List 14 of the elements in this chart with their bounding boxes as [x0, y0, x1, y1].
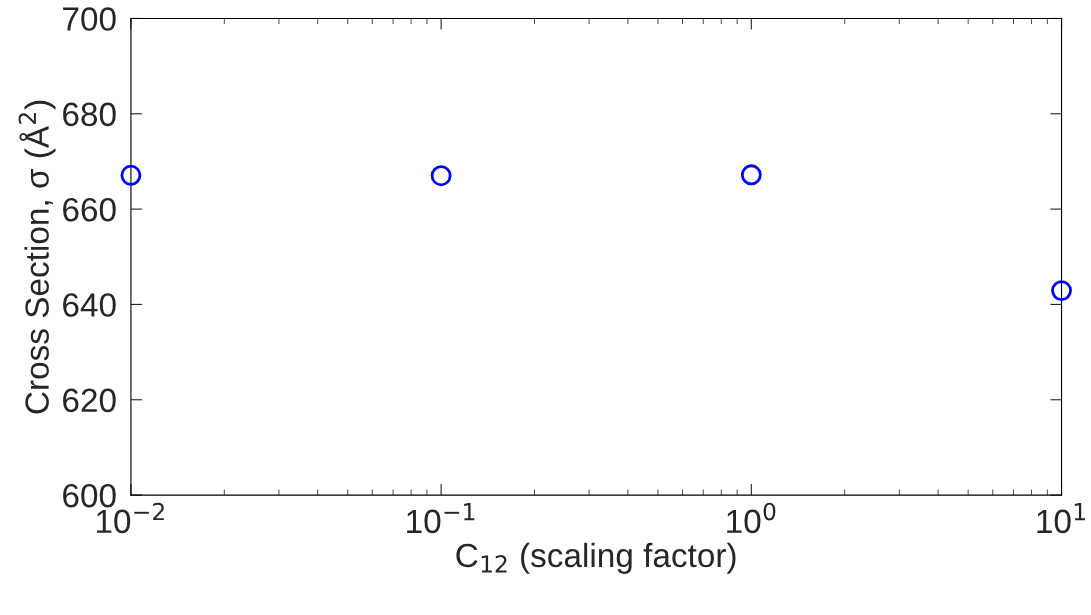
x-tick-label: 10$^{0}$	[727, 502, 776, 534]
x-tick-label: 10$^{1}$	[1037, 503, 1085, 534]
x-tick-label: 10$^{−1}$	[407, 503, 475, 534]
y-tick-label: 680	[63, 102, 116, 127]
y-axis-title: Cross Section, σ (Å$^{2}$)	[18, 100, 56, 414]
point	[430, 165, 452, 187]
y-tick-label: 660	[63, 197, 116, 222]
point	[740, 164, 762, 186]
point	[1051, 280, 1072, 302]
y-tick-label: 700	[63, 7, 116, 31]
y-tick-label: 640	[63, 293, 116, 317]
y-tick-label: 620	[63, 388, 116, 413]
x-axis-title: C$_{12}$ (scaling factor)	[456, 542, 736, 574]
point	[120, 164, 142, 186]
